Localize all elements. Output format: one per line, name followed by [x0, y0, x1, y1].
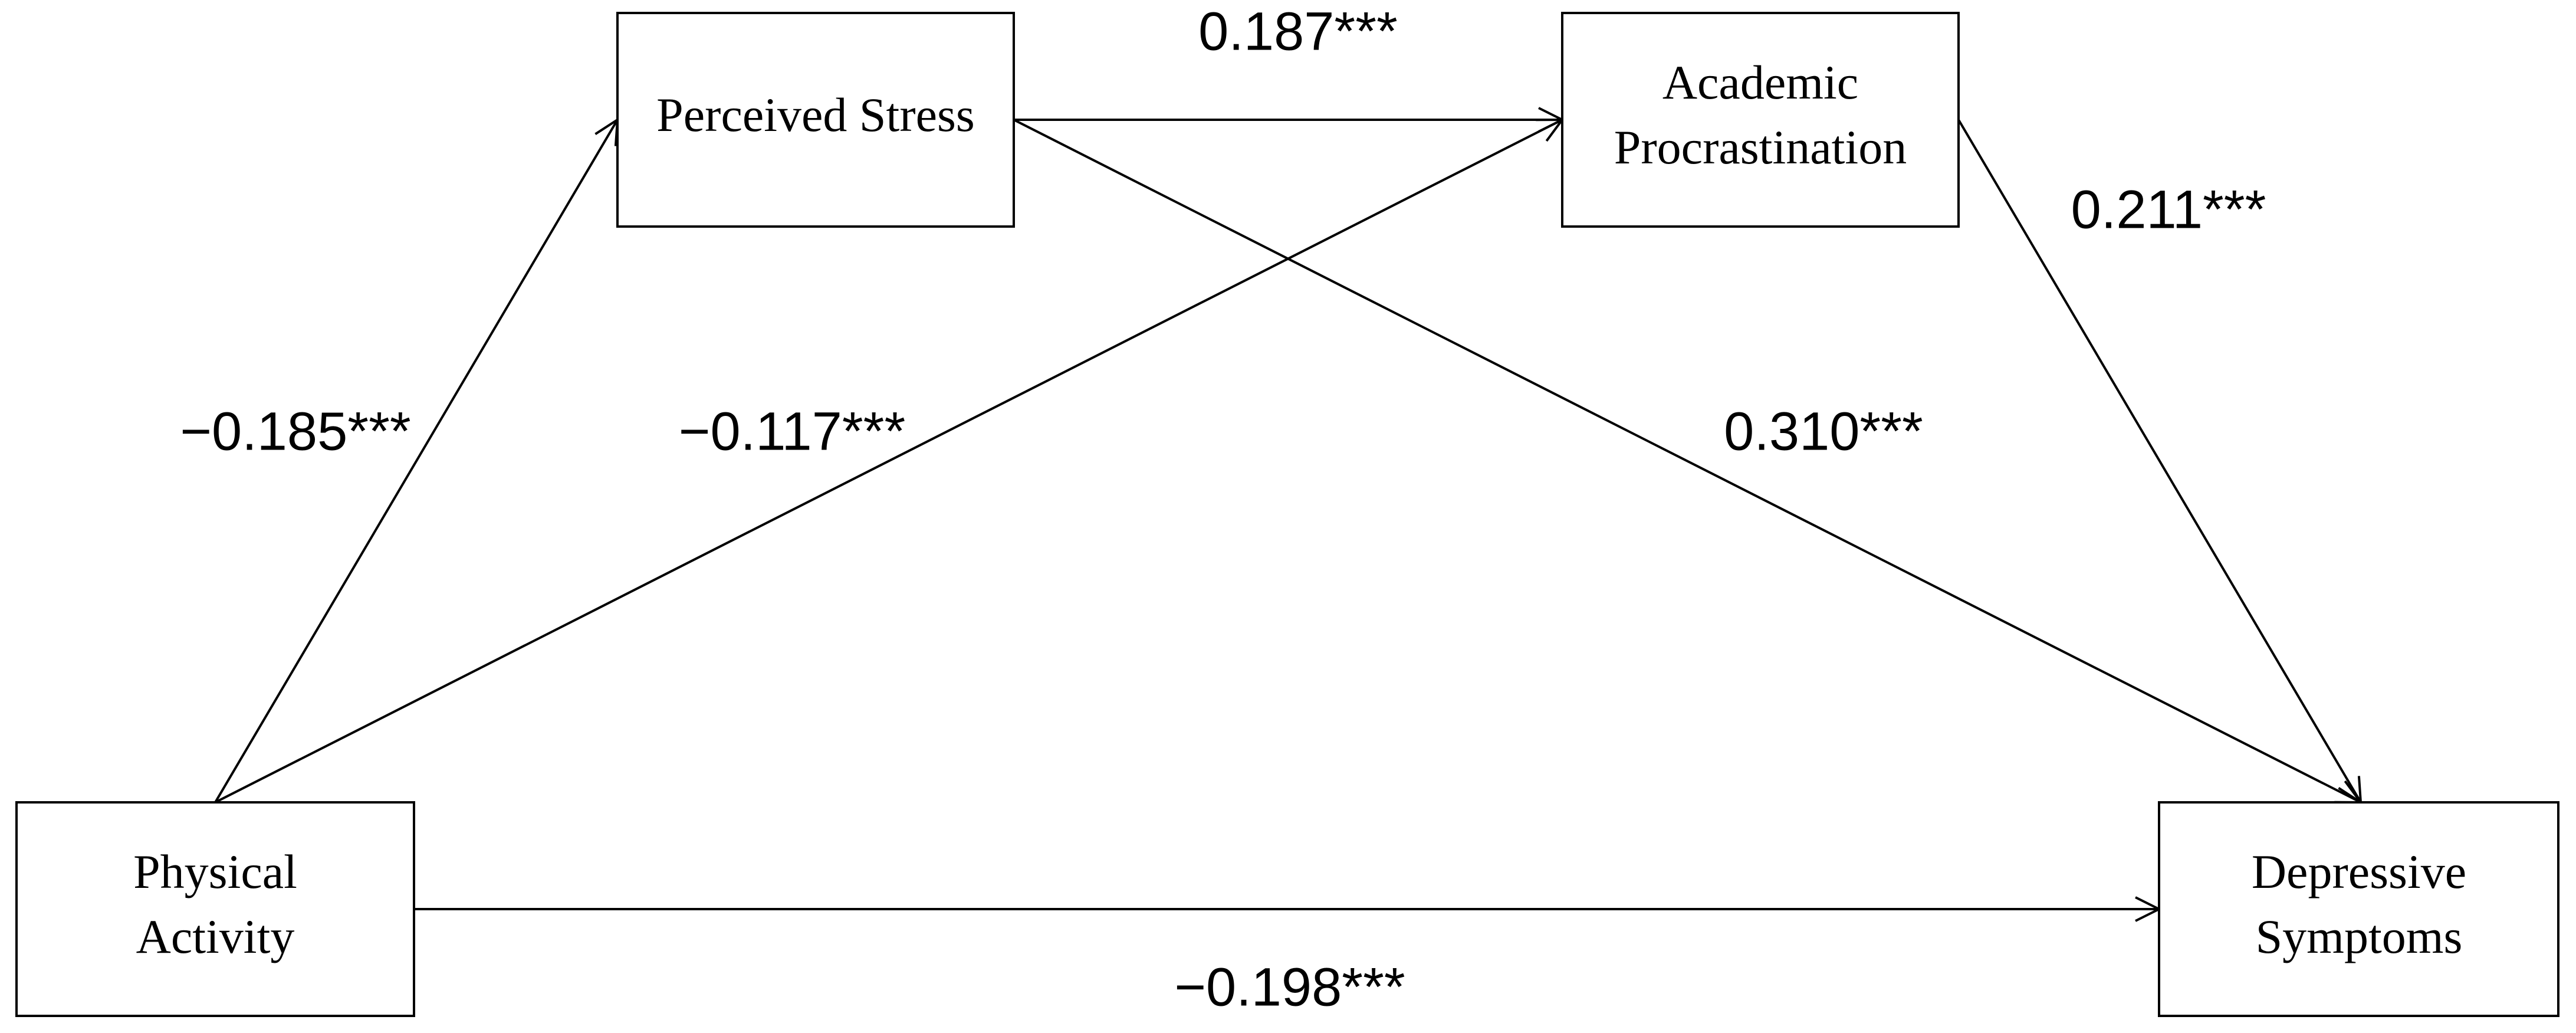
- node-label: Physical: [133, 845, 297, 898]
- edge-ap-ds: [1957, 119, 2361, 802]
- node-label: Activity: [136, 910, 295, 963]
- node-box: [15, 801, 415, 1017]
- edge-label: 0.310***: [1724, 401, 1923, 461]
- edge-label: −0.198***: [1174, 957, 1405, 1017]
- node-box: [616, 12, 1015, 228]
- node-box: [1561, 12, 1960, 228]
- edge-label: 0.187***: [1198, 1, 1398, 61]
- node-label: Academic: [1662, 55, 1858, 109]
- edge-label: 0.211***: [2071, 179, 2266, 240]
- edge-ps-ds: [1013, 119, 2361, 802]
- edge-label: −0.117***: [679, 401, 906, 461]
- node-label: Symptoms: [2256, 910, 2463, 963]
- node-label: Perceived Stress: [656, 88, 975, 142]
- edge-pa-ps: [214, 120, 617, 804]
- node-box: [2158, 801, 2559, 1017]
- edge-label: −0.185***: [180, 401, 410, 461]
- node-label: Procrastination: [1614, 120, 1907, 174]
- node-label: Depressive: [2252, 845, 2466, 898]
- edge-pa-ap: [215, 120, 1562, 804]
